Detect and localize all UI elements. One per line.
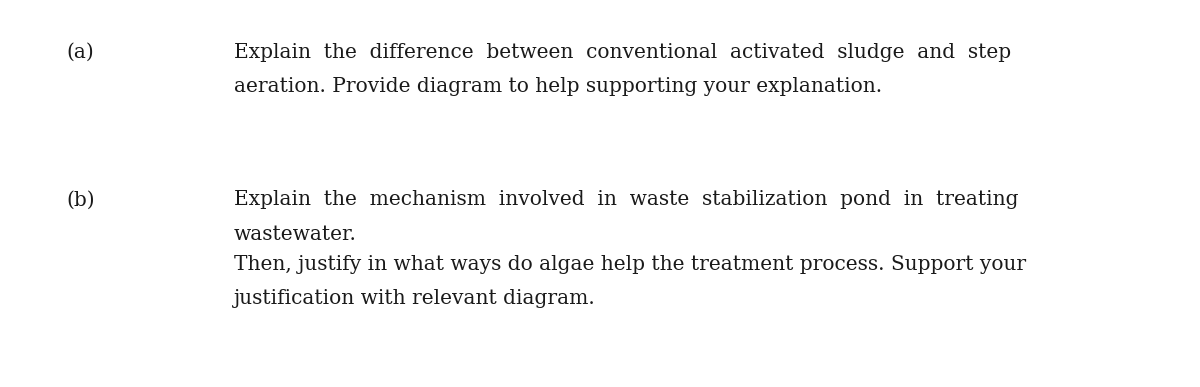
Text: Explain  the  mechanism  involved  in  waste  stabilization  pond  in  treating: Explain the mechanism involved in waste …	[234, 190, 1019, 209]
Text: (b): (b)	[66, 190, 95, 209]
Text: aeration. Provide diagram to help supporting your explanation.: aeration. Provide diagram to help suppor…	[234, 77, 882, 96]
Text: Then, justify in what ways do algae help the treatment process. Support your: Then, justify in what ways do algae help…	[234, 255, 1026, 274]
Text: justification with relevant diagram.: justification with relevant diagram.	[234, 289, 595, 308]
Text: wastewater.: wastewater.	[234, 224, 356, 243]
Text: (a): (a)	[66, 43, 94, 62]
Text: Explain  the  difference  between  conventional  activated  sludge  and  step: Explain the difference between conventio…	[234, 43, 1012, 62]
